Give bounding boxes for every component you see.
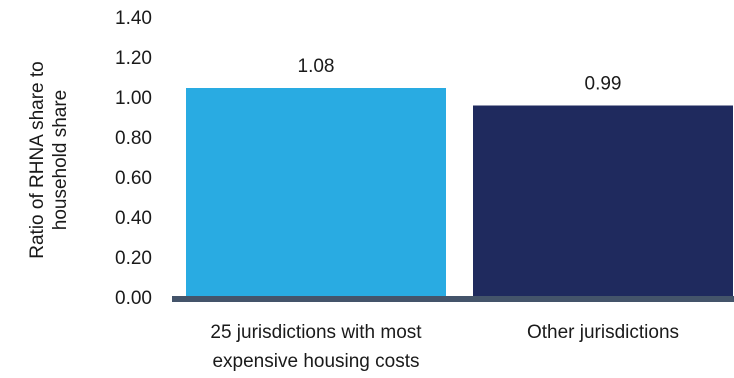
- y-tick-label: 1.00: [115, 88, 152, 109]
- x-axis-categories: 25 jurisdictions with most expensive hous…: [210, 322, 679, 372]
- y-axis-label-line: household share: [50, 90, 71, 231]
- y-tick-label: 0.60: [115, 168, 152, 189]
- y-axis-label: Ratio of RHNA share to household share: [27, 61, 71, 258]
- y-tick-label: 0.20: [115, 248, 152, 269]
- x-category-label: Other jurisdictions: [527, 322, 679, 343]
- y-tick-label: 1.20: [115, 48, 152, 69]
- data-labels: 1.08 0.99: [298, 56, 622, 95]
- y-tick-label: 0.80: [115, 128, 152, 149]
- y-axis-label-line: Ratio of RHNA share to: [27, 61, 48, 258]
- y-tick-label: 0.40: [115, 208, 152, 229]
- x-axis-baseline: [172, 296, 734, 302]
- y-axis-ticks: 0.00 0.20 0.40 0.60 0.80 1.00 1.20 1.40: [115, 8, 152, 309]
- bars: [186, 88, 733, 298]
- x-category-label: expensive housing costs: [212, 351, 419, 372]
- bar: [473, 105, 733, 298]
- x-category-label: 25 jurisdictions with most: [210, 322, 422, 343]
- data-label: 1.08: [298, 56, 335, 77]
- data-label: 0.99: [585, 74, 622, 95]
- bar: [186, 88, 446, 298]
- y-tick-label: 0.00: [115, 288, 152, 309]
- y-tick-label: 1.40: [115, 8, 152, 29]
